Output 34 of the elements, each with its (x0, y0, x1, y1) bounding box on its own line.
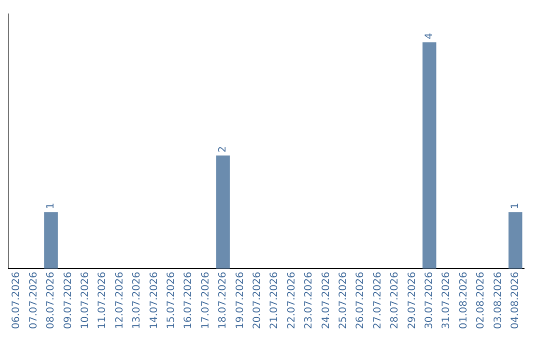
x-tick-label: 28.07.2026 (390, 272, 401, 330)
x-tick-label: 03.08.2026 (492, 272, 504, 330)
x-tick-label: 20.07.2026 (252, 272, 263, 330)
x-tick-label: 07.07.2026 (28, 272, 40, 330)
x-tick-label: 01.08.2026 (458, 272, 470, 330)
x-tick-label: 09.07.2026 (62, 272, 74, 330)
data-label: 1 (46, 202, 57, 210)
x-tick-label: 25.07.2026 (338, 272, 349, 330)
x-tick-label: 22.07.2026 (286, 272, 298, 330)
x-tick-label: 30.07.2026 (424, 272, 435, 330)
x-tick-label: 18.07.2026 (218, 272, 229, 330)
data-label: 4 (424, 32, 435, 40)
x-tick-label: 16.07.2026 (183, 272, 194, 330)
x-tick-label: 10.07.2026 (80, 272, 91, 330)
x-tick-label: 24.07.2026 (320, 272, 332, 330)
x-tick-label: 29.07.2026 (406, 272, 418, 330)
x-tick-label: 19.07.2026 (234, 272, 246, 330)
x-tick-label: 31.07.2026 (441, 272, 452, 330)
data-label: 1 (510, 202, 521, 210)
x-tick-label: 14.07.2026 (148, 272, 160, 330)
x-tick-label: 08.07.2026 (46, 272, 57, 330)
x-tick-label: 13.07.2026 (132, 272, 143, 330)
x-tick-label: 02.08.2026 (476, 272, 487, 330)
x-tick-label: 04.08.2026 (510, 272, 521, 330)
x-tick-label: 12.07.2026 (114, 272, 126, 330)
x-tick-label: 15.07.2026 (166, 272, 177, 330)
x-tick-label: 06.07.2026 (11, 272, 22, 330)
data-label: 2 (218, 146, 229, 153)
x-tick-label: 17.07.2026 (200, 272, 212, 330)
x-tick-label: 21.07.2026 (269, 272, 280, 330)
x-tick-label: 26.07.2026 (355, 272, 366, 330)
x-tick-label: 11.07.2026 (97, 272, 108, 330)
x-tick-label: 23.07.2026 (304, 272, 315, 330)
x-tick-label: 27.07.2026 (372, 272, 384, 330)
